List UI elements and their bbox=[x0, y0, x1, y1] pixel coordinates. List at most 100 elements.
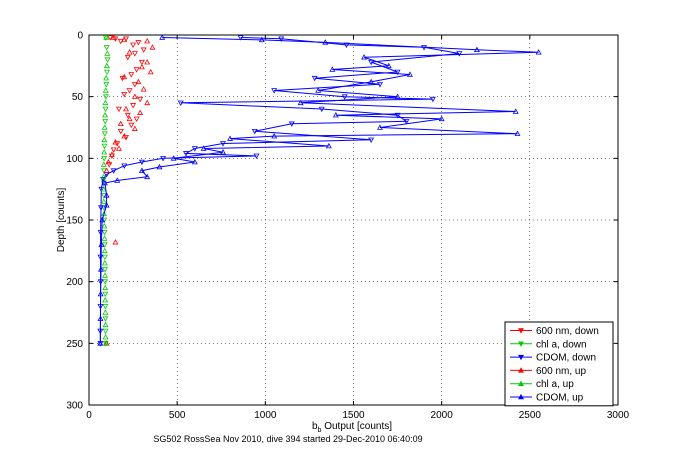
series-layer bbox=[97, 35, 542, 347]
x-axis-label-main: b bbox=[312, 421, 318, 432]
data-point bbox=[102, 284, 109, 291]
data-point bbox=[258, 36, 265, 43]
data-point bbox=[322, 39, 329, 45]
data-point bbox=[138, 159, 145, 166]
data-point bbox=[376, 82, 383, 88]
y-tick-label: 100 bbox=[66, 154, 83, 165]
data-point bbox=[101, 136, 108, 143]
x-tick-label: 1000 bbox=[254, 410, 277, 421]
data-point bbox=[126, 49, 133, 55]
data-point bbox=[456, 51, 463, 57]
data-point bbox=[101, 149, 108, 155]
data-point bbox=[177, 100, 184, 106]
legend-marker bbox=[518, 354, 524, 361]
data-point bbox=[535, 49, 542, 55]
legend-item-cdom-up: CDOM, up bbox=[510, 393, 584, 404]
data-point bbox=[271, 88, 278, 94]
data-point bbox=[103, 35, 110, 40]
data-point bbox=[101, 260, 108, 266]
data-point bbox=[102, 267, 109, 273]
data-point bbox=[102, 340, 109, 346]
legend-marker bbox=[518, 393, 524, 400]
series-line bbox=[99, 37, 460, 344]
data-point bbox=[121, 36, 128, 43]
data-point bbox=[160, 156, 167, 162]
data-point bbox=[101, 230, 108, 236]
data-point bbox=[102, 99, 109, 106]
x-tick-label: 0 bbox=[86, 410, 92, 421]
y-tick-label: 0 bbox=[77, 31, 83, 42]
data-point bbox=[133, 116, 140, 122]
data-point bbox=[329, 66, 336, 72]
data-point bbox=[144, 173, 151, 180]
data-point bbox=[102, 316, 109, 322]
data-point bbox=[105, 158, 112, 165]
data-point bbox=[102, 279, 109, 285]
data-point bbox=[341, 94, 348, 100]
legend-marker bbox=[518, 380, 524, 386]
data-point bbox=[403, 119, 410, 125]
data-point bbox=[103, 167, 110, 173]
data-point bbox=[121, 91, 128, 98]
data-point bbox=[115, 106, 122, 113]
data-point bbox=[102, 112, 109, 118]
data-point bbox=[121, 133, 128, 139]
data-point bbox=[102, 304, 109, 310]
data-point bbox=[394, 93, 401, 99]
figure-caption: SG502 RossSea Nov 2010, dive 394 started… bbox=[153, 434, 422, 444]
data-point bbox=[102, 291, 109, 298]
data-point bbox=[121, 163, 128, 169]
data-point bbox=[131, 51, 138, 57]
data-point bbox=[123, 105, 130, 112]
data-point bbox=[102, 321, 109, 328]
data-point bbox=[315, 87, 322, 93]
data-point bbox=[101, 143, 108, 150]
x-tick-label: 2500 bbox=[519, 410, 542, 421]
data-point bbox=[98, 266, 104, 272]
x-tick-label: 1500 bbox=[342, 410, 365, 421]
data-point bbox=[325, 142, 332, 149]
x-tick-label: 2000 bbox=[431, 410, 454, 421]
data-point bbox=[385, 62, 392, 69]
data-point bbox=[97, 315, 104, 321]
y-tick-label: 50 bbox=[72, 92, 84, 103]
legend-item-600-nm-down: 600 nm, down bbox=[510, 326, 599, 337]
y-tick-label: 250 bbox=[66, 339, 83, 350]
data-point bbox=[100, 173, 107, 180]
data-point bbox=[101, 254, 108, 261]
data-point bbox=[103, 75, 110, 81]
y-tick-label: 150 bbox=[66, 216, 83, 227]
data-point bbox=[138, 167, 145, 173]
data-point bbox=[99, 216, 106, 223]
data-point bbox=[103, 202, 110, 208]
data-point bbox=[128, 122, 135, 129]
data-point bbox=[117, 120, 124, 127]
data-point bbox=[514, 130, 521, 136]
data-point bbox=[253, 153, 260, 159]
data-point bbox=[159, 35, 166, 40]
legend-label: 600 nm, up bbox=[536, 366, 586, 377]
data-point bbox=[110, 35, 117, 40]
data-point bbox=[135, 78, 142, 85]
data-point bbox=[133, 67, 140, 73]
data-point bbox=[137, 96, 144, 103]
data-point bbox=[101, 217, 108, 224]
data-point bbox=[104, 69, 110, 76]
data-point bbox=[121, 73, 128, 80]
data-point bbox=[130, 42, 137, 48]
data-point bbox=[101, 131, 108, 137]
data-point bbox=[429, 96, 436, 103]
data-point bbox=[220, 141, 226, 147]
data-point bbox=[131, 82, 138, 88]
data-point bbox=[97, 340, 104, 346]
series-chl-a-up bbox=[100, 35, 111, 346]
data-point bbox=[115, 145, 122, 151]
data-point bbox=[110, 168, 117, 174]
legend-label: CDOM, up bbox=[536, 393, 584, 404]
data-point bbox=[101, 205, 107, 211]
axes: 0 500 1000 1500 2000 2500 3000 0 50 100 150 200 250 3… bbox=[66, 31, 629, 422]
data-point bbox=[103, 62, 110, 69]
data-point bbox=[297, 99, 304, 106]
data-point bbox=[128, 72, 135, 78]
